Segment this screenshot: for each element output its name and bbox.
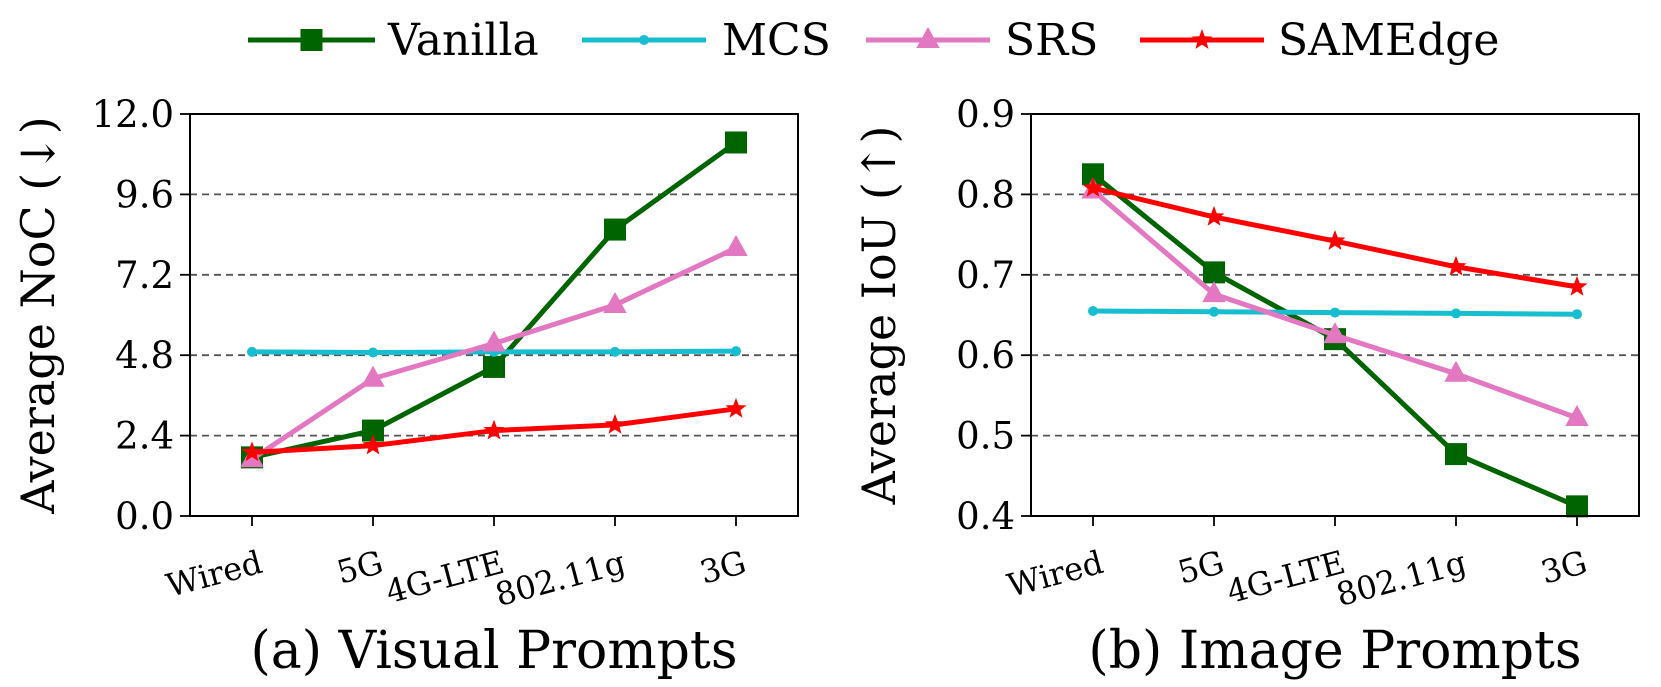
image-prompts-point-mcs bbox=[1572, 309, 1582, 320]
legend-marker-vanilla bbox=[300, 29, 323, 51]
legend: Vanilla MCS SRS SAMEdge bbox=[248, 15, 1499, 66]
visual-prompts-ytick-label: 4.8 bbox=[115, 334, 174, 377]
visual-prompts-xtick-label: Wired bbox=[162, 543, 266, 605]
image-prompts-ytick-label: 0.5 bbox=[956, 415, 1015, 458]
visual-prompts-point-samedge bbox=[362, 434, 384, 455]
visual-prompts-title: (a) Visual Prompts bbox=[250, 621, 737, 681]
visual-prompts-ytick-label: 7.2 bbox=[115, 254, 174, 297]
visual-prompts-point-srs bbox=[482, 330, 506, 352]
image-prompts-axes-frame bbox=[1030, 113, 1640, 517]
image-prompts-point-mcs bbox=[1209, 306, 1219, 317]
visual-prompts-point-srs bbox=[724, 235, 748, 257]
image-prompts-point-srs bbox=[1202, 281, 1226, 303]
image-prompts-line-srs bbox=[1091, 188, 1578, 421]
visual-prompts-point-samedge bbox=[725, 397, 747, 418]
visual-prompts-series-srs bbox=[240, 235, 748, 468]
legend-label-mcs: MCS bbox=[722, 15, 831, 66]
image-prompts-ytick-label: 0.6 bbox=[956, 334, 1015, 377]
visual-prompts-point-mcs bbox=[610, 346, 620, 357]
visual-prompts-point-samedge bbox=[241, 441, 263, 462]
image-prompts-title: (b) Image Prompts bbox=[1088, 621, 1581, 681]
visual-prompts-xtick-label: 4G-LTE bbox=[382, 543, 508, 611]
visual-prompts-xtick-label: 3G bbox=[696, 543, 750, 592]
image-prompts-point-srs bbox=[1323, 322, 1347, 344]
image-prompts-point-samedge bbox=[1324, 230, 1346, 250]
visual-prompts-series-mcs bbox=[247, 346, 741, 358]
image-prompts-xtick-label: 4G-LTE bbox=[1223, 543, 1349, 611]
visual-prompts-ytick-label: 9.6 bbox=[115, 173, 174, 216]
visual-prompts-series-samedge bbox=[241, 397, 747, 462]
image-prompts-xtick-label: 802.11g bbox=[1332, 543, 1470, 614]
visual-prompts-point-mcs bbox=[368, 347, 378, 358]
legend-label-vanilla: Vanilla bbox=[387, 15, 539, 66]
visual-prompts-point-srs bbox=[361, 365, 385, 387]
image-prompts-point-samedge bbox=[1082, 176, 1104, 197]
image-prompts-ytick-label: 0.8 bbox=[956, 173, 1015, 216]
legend-entry-mcs: MCS bbox=[582, 15, 831, 66]
image-prompts-point-srs bbox=[1565, 404, 1589, 426]
visual-prompts-xtick-label: 802.11g bbox=[491, 543, 629, 614]
visual-prompts-ytick-label: 2.4 bbox=[115, 415, 174, 458]
visual-prompts-ytick-label: 12.0 bbox=[92, 93, 174, 136]
visual-prompts-ytick-label: 0.0 bbox=[115, 495, 174, 538]
image-prompts-point-mcs bbox=[1088, 305, 1098, 316]
image-prompts-point-srs bbox=[1444, 360, 1468, 382]
image-prompts-point-samedge bbox=[1203, 205, 1225, 226]
visual-prompts-point-vanilla bbox=[604, 218, 626, 241]
image-prompts-series-samedge bbox=[1082, 176, 1588, 296]
visual-prompts-point-vanilla bbox=[362, 419, 384, 442]
image-prompts-point-mcs bbox=[1330, 307, 1340, 318]
legend-entry-samedge: SAMEdge bbox=[1140, 15, 1499, 66]
image-prompts-ytick-label: 0.4 bbox=[956, 495, 1015, 538]
image-prompts-xtick-label: Wired bbox=[1003, 543, 1107, 605]
legend-marker-mcs bbox=[639, 35, 649, 45]
legend-label-srs: SRS bbox=[1005, 15, 1098, 66]
legend-marker-samedge bbox=[1191, 29, 1213, 49]
image-prompts-point-mcs bbox=[1451, 308, 1461, 319]
visual-prompts-point-samedge bbox=[604, 413, 626, 434]
image-prompts-point-vanilla bbox=[1445, 443, 1467, 466]
image-prompts-xtick-label: 5G bbox=[1174, 543, 1228, 592]
visual-prompts-point-vanilla bbox=[483, 355, 505, 378]
legend-entry-srs: SRS bbox=[866, 15, 1098, 66]
visual-prompts-point-samedge bbox=[483, 419, 505, 440]
image-prompts-xtick-label: 3G bbox=[1537, 543, 1591, 592]
image-prompts-ytick-label: 0.9 bbox=[956, 93, 1015, 136]
legend-marker-srs bbox=[916, 27, 940, 49]
legend-label-samedge: SAMEdge bbox=[1278, 15, 1499, 66]
image-prompts-series-srs bbox=[1081, 177, 1589, 426]
visual-prompts-xtick-label: 5G bbox=[333, 543, 387, 592]
legend-entry-vanilla: Vanilla bbox=[248, 15, 539, 66]
image-prompts-point-vanilla bbox=[1203, 261, 1225, 284]
visual-prompts-point-mcs bbox=[731, 346, 741, 357]
image-prompts-ytick-label: 0.7 bbox=[956, 254, 1015, 297]
visual-prompts-ylabel: Average NoC (↓) bbox=[11, 116, 65, 514]
image-prompts-series-mcs bbox=[1088, 305, 1582, 320]
image-prompts-point-samedge bbox=[1566, 275, 1588, 296]
visual-prompts-point-vanilla bbox=[725, 131, 747, 154]
visual-prompts-axes-frame bbox=[189, 113, 799, 517]
visual-prompts-point-mcs bbox=[247, 346, 257, 357]
image-prompts-point-vanilla bbox=[1082, 163, 1104, 186]
visual-prompts-point-srs bbox=[603, 291, 627, 314]
image-prompts-point-samedge bbox=[1445, 255, 1467, 276]
image-prompts-point-vanilla bbox=[1566, 495, 1588, 518]
image-prompts-ylabel: Average IoU (↑) bbox=[852, 126, 906, 506]
